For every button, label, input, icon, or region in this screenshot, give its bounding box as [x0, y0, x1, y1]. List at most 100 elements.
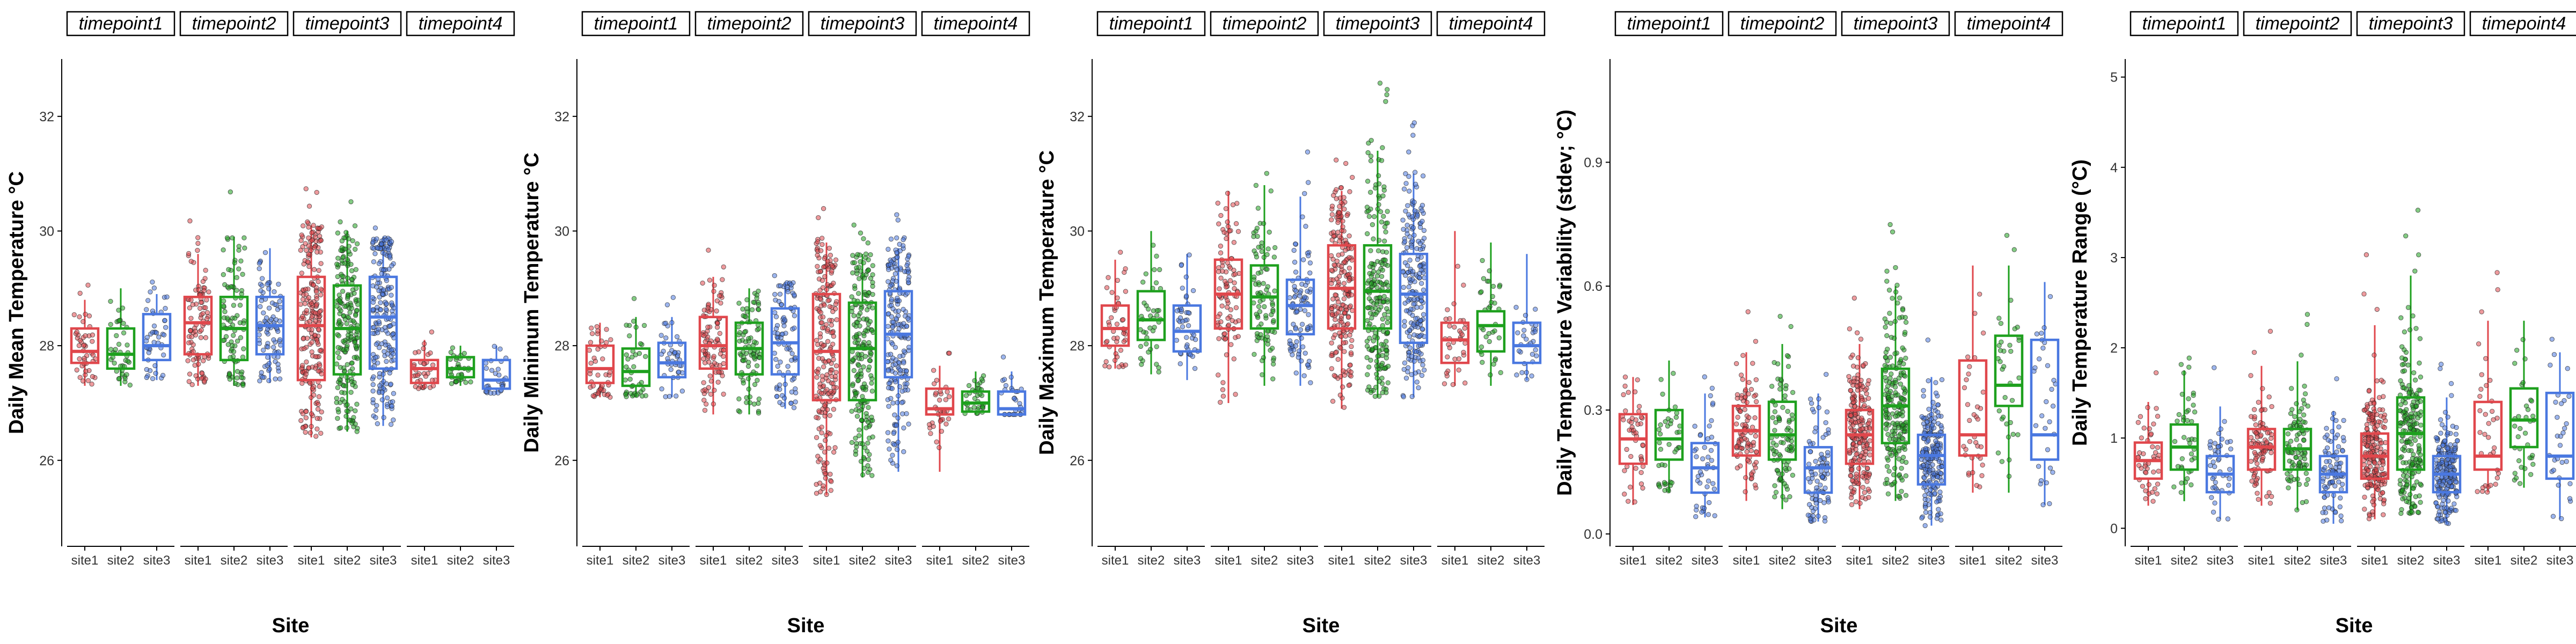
box-timepoint1-site1 — [1100, 250, 1130, 370]
data-point — [1709, 385, 1715, 391]
data-point — [1102, 363, 1108, 369]
data-point — [1373, 312, 1378, 317]
data-point — [122, 376, 128, 381]
data-point — [831, 281, 836, 286]
data-point — [749, 307, 755, 312]
data-point — [1378, 209, 1384, 215]
data-point — [1772, 483, 1777, 488]
data-point — [1368, 189, 1373, 195]
data-point — [1490, 294, 1495, 299]
data-point — [309, 349, 314, 355]
x-tick-label: site1 — [71, 553, 99, 568]
data-point — [384, 301, 389, 306]
data-point — [938, 389, 943, 394]
data-point — [1826, 427, 1831, 433]
data-point — [120, 371, 125, 377]
data-point — [352, 355, 357, 360]
data-point — [2036, 464, 2041, 469]
data-point — [275, 328, 281, 334]
data-point — [334, 361, 340, 367]
data-point — [1384, 306, 1389, 311]
y-axis-title: Daily Maximum Temperature °C — [1036, 150, 1058, 455]
data-point — [341, 383, 347, 389]
data-point — [374, 236, 379, 241]
data-point — [204, 310, 210, 316]
data-point — [304, 335, 310, 341]
data-point — [1253, 182, 1259, 188]
x-tick-label: site1 — [1328, 553, 1356, 568]
data-point — [238, 335, 244, 340]
data-point — [1334, 258, 1340, 264]
data-point — [861, 333, 867, 339]
box-timepoint2-site3 — [255, 248, 285, 384]
data-point — [1669, 480, 1675, 486]
data-point — [197, 305, 203, 311]
data-point — [74, 367, 79, 373]
data-point — [833, 301, 839, 307]
data-point — [1863, 426, 1869, 431]
data-point — [1903, 319, 1909, 325]
data-point — [301, 223, 306, 229]
data-point — [370, 307, 376, 312]
data-point — [1753, 433, 1758, 439]
data-point — [1780, 405, 1785, 410]
data-point — [1263, 337, 1268, 342]
data-point — [1523, 312, 1528, 318]
data-point — [1692, 448, 1697, 453]
data-point — [300, 425, 306, 430]
data-point — [1927, 510, 1933, 515]
data-point — [2153, 370, 2159, 376]
box-iqr — [296, 275, 326, 382]
data-point — [240, 383, 246, 388]
data-point — [1975, 404, 1980, 409]
data-point — [1420, 362, 1425, 368]
data-point — [747, 394, 753, 400]
data-point — [1979, 473, 1985, 478]
data-point — [1962, 385, 1967, 391]
box-timepoint1-site2 — [106, 288, 136, 388]
data-point — [224, 235, 230, 240]
box-timepoint1-site2 — [1136, 231, 1166, 375]
data-point — [2032, 365, 2038, 370]
data-point — [308, 430, 313, 436]
data-point — [1963, 447, 1968, 452]
data-point — [196, 287, 201, 292]
data-point — [897, 354, 903, 359]
data-point — [886, 380, 891, 386]
data-point — [751, 354, 757, 360]
data-point — [1892, 351, 1898, 356]
data-point — [304, 359, 309, 365]
data-point — [1300, 344, 1306, 349]
data-point — [316, 394, 322, 399]
data-point — [1224, 236, 1229, 241]
data-point — [1663, 419, 1668, 425]
data-point — [866, 457, 871, 462]
data-point — [1333, 317, 1338, 323]
data-point — [822, 303, 827, 308]
data-point — [483, 360, 488, 366]
data-point — [1772, 494, 1777, 500]
data-point — [679, 389, 685, 394]
data-point — [1922, 493, 1928, 499]
data-point — [114, 333, 119, 339]
data-point — [1481, 327, 1486, 333]
data-point — [1268, 188, 1274, 194]
data-point — [772, 310, 778, 316]
data-point — [854, 265, 859, 270]
data-point — [1294, 309, 1300, 314]
data-point — [1735, 465, 1740, 471]
box-timepoint4-site3 — [997, 354, 1027, 417]
data-point — [349, 360, 355, 365]
data-point — [313, 434, 319, 439]
data-point — [2006, 434, 2011, 440]
data-point — [1693, 514, 1699, 519]
data-point — [608, 337, 613, 342]
data-point — [1451, 301, 1457, 306]
data-point — [634, 393, 639, 398]
data-point — [1404, 223, 1410, 228]
data-point — [1487, 268, 1492, 274]
data-point — [1452, 324, 1457, 330]
data-point — [1460, 332, 1465, 338]
